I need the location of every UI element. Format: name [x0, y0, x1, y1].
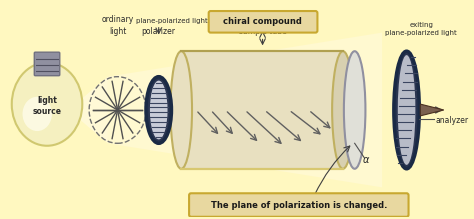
Text: plane-polarized light: plane-polarized light	[136, 18, 207, 24]
FancyBboxPatch shape	[189, 193, 409, 217]
Polygon shape	[420, 104, 444, 116]
Text: sample tube: sample tube	[239, 26, 286, 35]
Text: light
source: light source	[33, 96, 62, 116]
Text: ordinary
light: ordinary light	[101, 15, 134, 35]
Ellipse shape	[23, 97, 52, 131]
FancyBboxPatch shape	[181, 51, 343, 169]
Ellipse shape	[344, 51, 365, 169]
Text: polarizer: polarizer	[142, 26, 176, 35]
Polygon shape	[69, 77, 108, 143]
FancyBboxPatch shape	[209, 11, 318, 33]
Ellipse shape	[398, 55, 415, 165]
Text: analyzer: analyzer	[436, 116, 469, 125]
Polygon shape	[108, 33, 382, 187]
Ellipse shape	[12, 62, 82, 146]
Text: chiral compound: chiral compound	[223, 17, 302, 26]
Ellipse shape	[171, 51, 192, 169]
Ellipse shape	[150, 81, 167, 139]
Ellipse shape	[332, 51, 354, 169]
Text: The plane of polarization is changed.: The plane of polarization is changed.	[210, 201, 387, 210]
FancyBboxPatch shape	[34, 52, 60, 76]
Text: exiting
plane-polarized light: exiting plane-polarized light	[385, 22, 457, 35]
Ellipse shape	[394, 51, 419, 169]
Text: α: α	[363, 155, 369, 165]
Ellipse shape	[146, 77, 172, 143]
